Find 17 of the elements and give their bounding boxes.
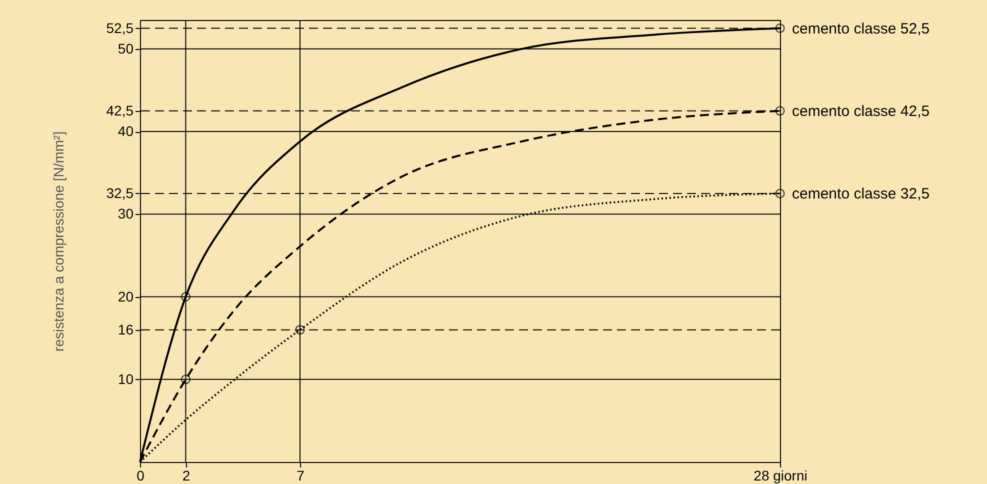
series-label: cemento classe 52,5 [792, 20, 930, 38]
y-tick-label: 42,5 [106, 102, 134, 118]
y-tick-label: 50 [118, 40, 134, 56]
x-tick-label: 2 [182, 468, 190, 484]
y-tick-label: 52,5 [106, 20, 134, 36]
x-tick-label: 28 giorni [754, 468, 808, 484]
x-tick-label: 7 [296, 468, 305, 484]
y-axis-title: resistenza a compressione [N/mm²] [50, 131, 66, 352]
y-tick-label: 10 [118, 370, 134, 387]
y-tick-label: 40 [118, 123, 134, 140]
y-tick-label: 32,5 [106, 184, 134, 201]
series-label: cemento classe 42,5 [792, 102, 930, 120]
y-tick-label: 16 [118, 321, 134, 338]
series-label: cemento classe 32,5 [792, 185, 930, 202]
x-tick-label: 0 [136, 468, 145, 484]
y-tick-label: 30 [118, 206, 134, 222]
y-tick-label: 20 [118, 288, 134, 304]
